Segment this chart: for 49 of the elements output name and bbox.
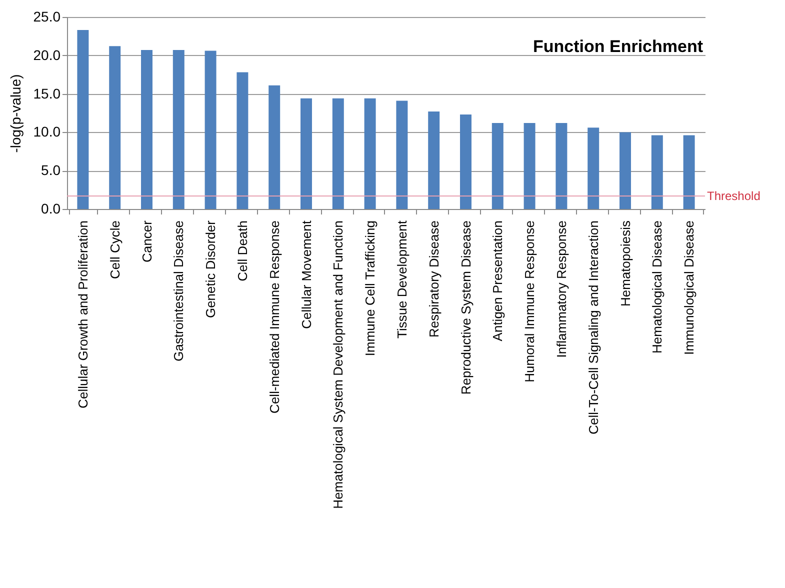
x-tick-label: Cellular Growth and Proliferation: [75, 220, 90, 408]
bar: [620, 132, 631, 209]
x-tick-label: Genetic Disorder: [203, 220, 218, 318]
ref-line-label: Threshold: [707, 188, 760, 203]
x-tick-label: Cell-mediated Immune Response: [266, 220, 282, 414]
x-tick-label: Inflammatory Response: [554, 220, 569, 358]
bar: [460, 114, 472, 209]
x-tick-label: Cell-To-Cell Signaling and Interaction: [586, 220, 601, 434]
x-tick-label: Immune Cell Trafficking: [362, 220, 378, 356]
bar: [109, 46, 121, 209]
y-tick-label: 15.0: [33, 85, 61, 102]
x-tick-label: Gastrointestinal Disease: [171, 220, 186, 362]
text: Function Enrichment: [533, 37, 704, 56]
bar: [332, 98, 344, 209]
x-tick-label: Reproductive System Disease: [458, 220, 474, 395]
y-tick-label: 0.0: [41, 200, 61, 216]
bar: [204, 50, 216, 209]
x-tick-label: Hematopoiesis: [618, 220, 633, 306]
bar: [492, 122, 504, 209]
bar: [141, 50, 152, 209]
y-tick-label: 10.0: [33, 124, 61, 140]
x-tick-label: Immunological Disease: [682, 220, 697, 355]
bar: [651, 135, 663, 209]
bar: [683, 135, 695, 209]
x-tick-label: Antigen Presentation: [490, 220, 506, 342]
x-tick-label: Hematological System Development and Function: [330, 220, 346, 509]
bar: [588, 128, 600, 209]
bar: [268, 85, 280, 209]
bar: [364, 98, 376, 209]
bar: [172, 50, 184, 209]
bar: [300, 98, 312, 209]
x-tick-label: Hematological Disease: [650, 220, 665, 354]
x-tick-label: Cellular Movement: [298, 220, 314, 329]
bar: [556, 122, 568, 209]
y-axis-title: -log(p-value): [7, 74, 24, 153]
bar: [524, 122, 536, 209]
bar: [428, 111, 440, 209]
x-tick-label: Humoral Immune Response: [522, 220, 538, 382]
y-tick-label: 20.0: [33, 46, 61, 63]
x-tick-label: Respiratory Disease: [426, 220, 442, 338]
bar: [236, 72, 248, 209]
y-tick-label: 5.0: [41, 162, 61, 178]
x-tick-label: Cancer: [139, 220, 154, 262]
bar: [77, 30, 89, 209]
y-tick-label: 25.0: [33, 8, 61, 24]
x-tick-label: Cell Death: [234, 220, 250, 282]
x-tick-label: Cell Cycle: [107, 220, 122, 280]
x-tick-label: Tissue Development: [394, 220, 410, 339]
bar: [396, 100, 408, 209]
